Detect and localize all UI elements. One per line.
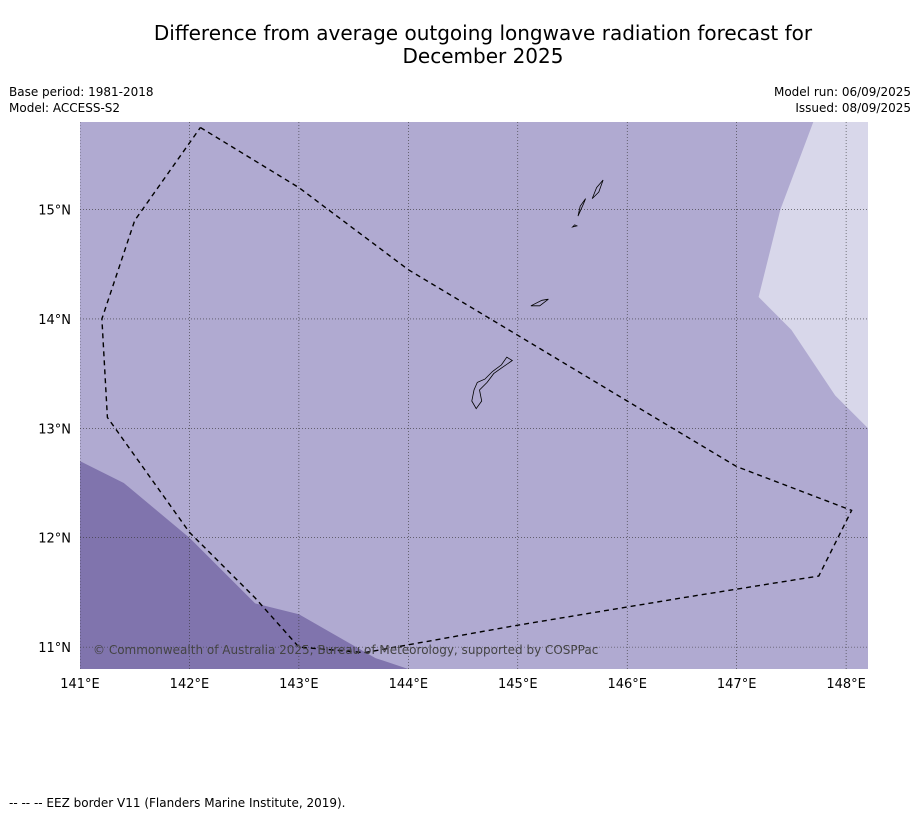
map-area: © Commonwealth of Australia 2025, Bureau… bbox=[80, 122, 868, 669]
model-run-text: Model run: 06/09/2025 bbox=[773, 85, 911, 99]
x-tick-label: 147°E bbox=[717, 677, 757, 692]
guam-coastline bbox=[471, 356, 514, 410]
eez-border-line bbox=[101, 126, 853, 654]
x-tick-label: 144°E bbox=[389, 677, 429, 692]
x-tick-label: 142°E bbox=[170, 677, 210, 692]
metadata-right: Model run: 06/09/2025 Issued: 08/09/2025 bbox=[774, 84, 911, 116]
rota-coastline bbox=[530, 298, 549, 307]
x-tick-label: 148°E bbox=[826, 677, 866, 692]
model-text: Model: ACCESS-S2 bbox=[9, 101, 121, 115]
chart-title: Difference from average outgoing longwav… bbox=[0, 22, 919, 68]
tinian-coastline bbox=[577, 198, 586, 217]
anomaly-minus-5-to-minus-2-region bbox=[758, 122, 868, 429]
base-period-text: Base period: 1981-2018 bbox=[9, 85, 154, 99]
y-tick-label: 12°N bbox=[38, 532, 71, 547]
title-line-1: Difference from average outgoing longwav… bbox=[153, 21, 813, 45]
x-tick-label: 145°E bbox=[498, 677, 538, 692]
aguijan-coastline bbox=[571, 224, 579, 228]
issued-text: Issued: 08/09/2025 bbox=[795, 101, 911, 115]
anomaly-minus-10-to-minus-5-region bbox=[80, 461, 409, 669]
x-tick-label: 141°E bbox=[60, 677, 100, 692]
metadata-left: Base period: 1981-2018 Model: ACCESS-S2 bbox=[9, 84, 154, 116]
eez-border-footnote: -- -- -- EEZ border V11 (Flanders Marine… bbox=[9, 796, 346, 810]
x-tick-label: 146°E bbox=[607, 677, 647, 692]
y-tick-label: 15°N bbox=[38, 204, 71, 219]
copyright-text: © Commonwealth of Australia 2025, Bureau… bbox=[93, 643, 598, 657]
y-tick-label: 11°N bbox=[38, 641, 71, 656]
map-figure: © Commonwealth of Australia 2025, Bureau… bbox=[38, 122, 868, 692]
title-line-2: December 2025 bbox=[402, 44, 564, 68]
x-tick-label: 143°E bbox=[279, 677, 319, 692]
y-tick-label: 13°N bbox=[38, 422, 71, 437]
saipan-coastline bbox=[591, 179, 604, 199]
y-tick-label: 14°N bbox=[38, 313, 71, 328]
